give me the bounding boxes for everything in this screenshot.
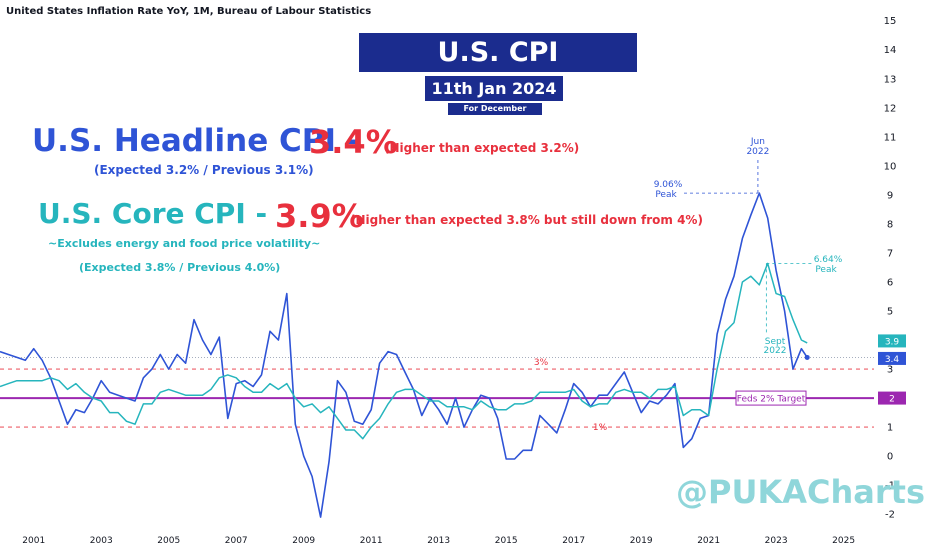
y-tick-label: 7 <box>887 248 893 259</box>
y-tick-label: -1 <box>885 481 895 492</box>
headline-last-point <box>804 354 810 360</box>
y-tick-label: 8 <box>887 219 893 230</box>
peak-core-year: 2022 <box>764 346 787 356</box>
headline-axis-badge <box>878 351 906 365</box>
core-axis-badge-label: 3.9 <box>885 337 900 347</box>
x-tick-label: 2013 <box>427 536 450 546</box>
y-tick-label: 9 <box>887 190 893 201</box>
x-tick-label: 2019 <box>630 536 653 546</box>
core-detail-1: ~Excludes energy and food price volatili… <box>48 237 321 250</box>
x-tick-label: 2023 <box>765 536 788 546</box>
core-axis-badge <box>878 334 906 348</box>
fed-target-axis-badge-label: 2 <box>889 395 895 405</box>
banner-date: 11th Jan 2024 <box>425 76 563 101</box>
core-value: 3.9% <box>275 197 364 235</box>
peak-core-value: 6.64% <box>814 255 843 265</box>
core-detail-2: (Expected 3.8% / Previous 4.0%) <box>79 261 281 274</box>
headline-axis-badge-label: 3.4 <box>885 355 900 365</box>
watermark: @PUKACharts <box>676 473 925 511</box>
banner-title: U.S. CPI RELEASED <box>359 33 637 107</box>
banner-subtitle: For December Month <box>448 103 542 125</box>
core-label: U.S. Core CPI - <box>38 197 268 230</box>
y-tick-label: 6 <box>887 277 893 288</box>
core-note: (Higher than expected 3.8% but still dow… <box>350 213 703 227</box>
peak-headline-value: 9.06% <box>654 180 683 190</box>
y-tick-label: 15 <box>884 16 897 27</box>
x-tick-label: 2007 <box>225 536 248 546</box>
y-tick-label: 12 <box>884 103 897 114</box>
peak-headline-month: Jun <box>750 137 765 147</box>
y-tick-label: 1 <box>887 423 893 434</box>
y-tick-label: 13 <box>884 74 897 85</box>
fed-target-box <box>735 390 807 406</box>
core-cpi-line <box>0 262 808 440</box>
headline-detail: (Expected 3.2% / Previous 3.1%) <box>94 163 314 177</box>
headline-label: U.S. Headline CPI - <box>32 123 360 159</box>
ref-label-fed-target: Feds 2% Target <box>737 395 806 405</box>
peak-core-month: Sept <box>765 337 786 347</box>
ref-label-1pct: 1% <box>593 423 608 433</box>
x-tick-label: 2005 <box>157 536 180 546</box>
peak-headline-year: 2022 <box>746 147 769 157</box>
x-tick-label: 2021 <box>697 536 720 546</box>
peak-headline-label: Peak <box>655 190 677 200</box>
y-tick-label: 0 <box>887 452 893 463</box>
x-tick-label: 2011 <box>360 536 383 546</box>
headline-note: (Higher than expected 3.2%) <box>384 141 580 155</box>
y-tick-label: 5 <box>887 306 893 317</box>
y-tick-label: 14 <box>884 45 897 56</box>
source-title: United States Inflation Rate YoY, 1M, Bu… <box>6 6 372 17</box>
ref-label-3pct: 3% <box>534 358 549 368</box>
fed-target-axis-badge <box>878 391 906 405</box>
x-tick-label: 2015 <box>495 536 518 546</box>
headline-value: 3.4% <box>309 123 398 161</box>
y-tick-label: 11 <box>884 132 897 143</box>
y-tick-label: 10 <box>884 161 897 172</box>
x-tick-label: 2003 <box>90 536 113 546</box>
y-tick-label: -2 <box>885 510 895 521</box>
peak-core-label: Peak <box>815 265 837 275</box>
x-tick-label: 2009 <box>292 536 315 546</box>
headline-cpi-line <box>0 192 808 518</box>
y-tick-label: 3 <box>887 365 893 376</box>
x-tick-label: 2017 <box>562 536 585 546</box>
x-tick-label: 2025 <box>832 536 855 546</box>
x-tick-label: 2001 <box>22 536 45 546</box>
